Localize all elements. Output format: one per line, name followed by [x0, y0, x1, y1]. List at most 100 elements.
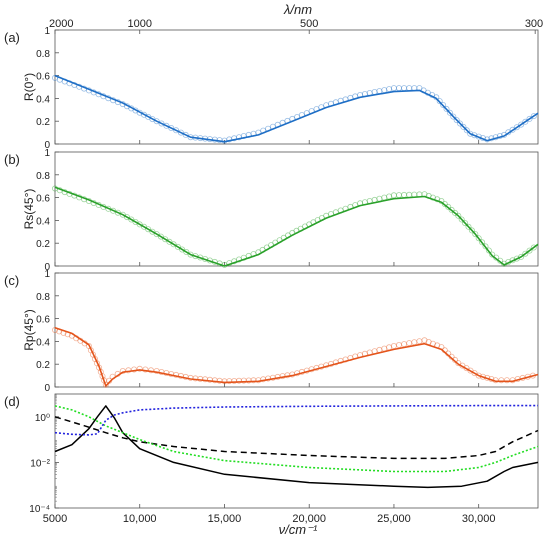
data-point [294, 370, 301, 377]
series-line [54, 405, 539, 489]
data-point [250, 377, 257, 384]
data-point [519, 374, 526, 381]
data-point [451, 209, 458, 216]
series-markers [52, 74, 537, 144]
data-point [429, 340, 436, 347]
data-point [163, 122, 170, 129]
data-point [61, 78, 68, 85]
data-point [221, 378, 228, 385]
data-point [71, 192, 78, 199]
data-point [429, 194, 436, 201]
data-point [99, 373, 106, 380]
data-point [269, 374, 276, 381]
data-point [371, 89, 378, 96]
data-point [183, 248, 190, 255]
data-point [441, 347, 448, 354]
y-tick-label: 0.6 [36, 194, 50, 205]
data-point [503, 377, 510, 384]
data-point [95, 91, 102, 98]
panel-1: (a) 0 0.2 0.4 0.6 0.8 1 R(0°) [4, 26, 539, 151]
data-point [145, 226, 152, 233]
data-point [95, 201, 102, 208]
data-point [313, 106, 320, 113]
data-point [206, 257, 213, 264]
data-point [361, 350, 368, 357]
y-tick-label: 0 [44, 383, 50, 394]
data-point [416, 338, 423, 345]
data-point [501, 260, 508, 267]
data-point [395, 192, 402, 199]
data-point [298, 368, 305, 375]
data-point [268, 242, 275, 249]
data-point [429, 92, 436, 99]
data-point [376, 346, 383, 353]
series-line [54, 186, 539, 267]
data-point [347, 354, 354, 361]
data-point [250, 251, 257, 258]
series-line [54, 416, 539, 460]
data-point [211, 258, 218, 265]
y-tick-label: 0.4 [36, 216, 50, 227]
data-point [96, 364, 103, 371]
data-point [102, 381, 109, 388]
data-point [163, 369, 170, 376]
data-point [231, 135, 238, 142]
top-tick-label: 2000 [49, 18, 73, 30]
data-point [440, 102, 447, 109]
y-tick-label: 0.8 [36, 49, 50, 60]
data-point [479, 239, 486, 246]
data-point [206, 136, 213, 143]
data-point [114, 99, 121, 106]
data-point [250, 130, 257, 137]
data-point [448, 353, 455, 360]
data-point [100, 93, 107, 100]
data-point [386, 344, 393, 351]
data-point [52, 185, 59, 192]
data-point [323, 212, 330, 219]
data-point [529, 372, 536, 379]
data-point [114, 370, 121, 377]
panel-label: (c) [4, 273, 19, 288]
data-point [450, 113, 457, 120]
data-point [453, 117, 460, 124]
data-point [456, 120, 463, 127]
panel-frame [54, 151, 539, 267]
data-point [173, 127, 180, 134]
data-point [501, 131, 508, 138]
data-point [60, 329, 67, 336]
data-point [471, 370, 478, 377]
data-point [245, 131, 252, 138]
data-point [52, 74, 59, 81]
data-point [308, 366, 315, 373]
data-point [513, 255, 520, 262]
data-point [463, 127, 470, 134]
data-point [421, 337, 428, 344]
data-point [187, 134, 194, 141]
data-point [265, 375, 272, 382]
data-point [260, 127, 267, 134]
data-point [347, 203, 354, 210]
data-point [259, 246, 266, 253]
data-point [109, 373, 116, 380]
data-point [332, 99, 339, 106]
data-point [132, 218, 139, 225]
data-point [443, 105, 450, 112]
data-point [90, 351, 97, 358]
data-point [173, 371, 180, 378]
data-point [255, 249, 262, 256]
data-point [216, 260, 223, 267]
data-point [318, 214, 325, 221]
data-point [240, 377, 247, 384]
data-point [101, 377, 108, 384]
data-point [323, 102, 330, 109]
panel-label: (a) [4, 30, 20, 45]
data-point [235, 134, 242, 141]
data-point [100, 203, 107, 210]
data-point [455, 212, 462, 219]
panel-frame [54, 393, 539, 509]
y-tick-label: 1 [44, 26, 50, 37]
data-point [526, 247, 533, 254]
data-point [361, 91, 368, 98]
data-point [284, 372, 291, 379]
data-point [337, 207, 344, 214]
